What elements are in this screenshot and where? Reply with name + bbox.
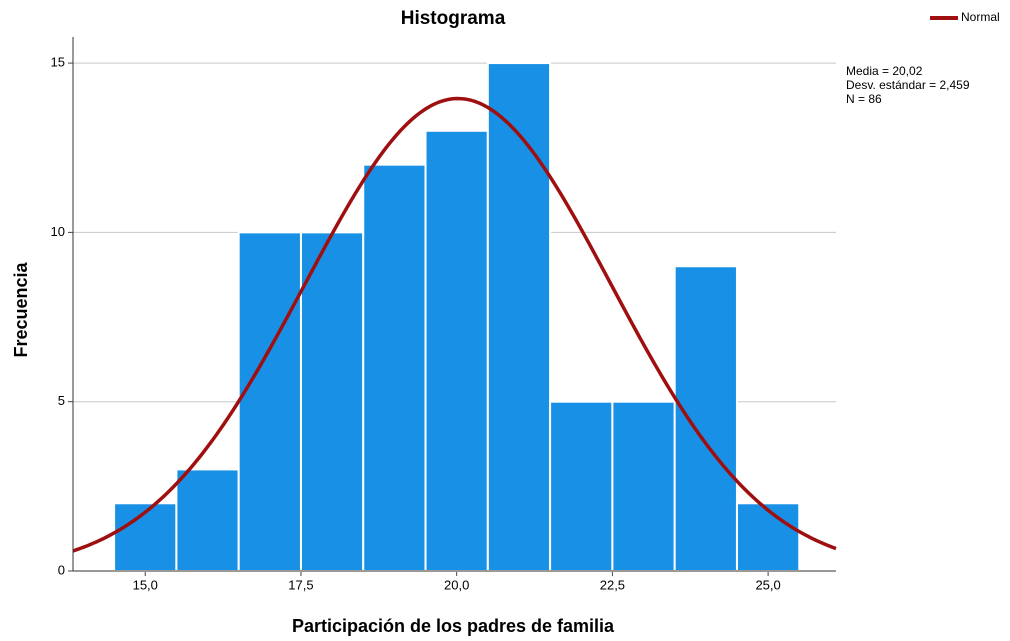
y-tick-label: 10 [51,224,65,239]
x-tick-label: 15,0 [133,577,158,592]
y-axis-label: Frecuencia [11,261,31,357]
bar [735,502,801,573]
y-tick-label: 0 [58,562,65,577]
x-tick-label: 25,0 [755,577,780,592]
bar [175,468,240,572]
bar [299,231,365,572]
x-tick-label: 22,5 [600,577,625,592]
x-tick-label: 17,5 [288,577,313,592]
bar [424,129,489,572]
bar [549,400,614,572]
bar [611,400,676,572]
y-tick-label: 5 [58,393,65,408]
chart-title: Histograma [401,8,506,29]
x-axis-label: Participación de los padres de familia [292,616,615,636]
legend-label: Normal [961,10,1000,24]
stat-label: N = 86 [846,92,882,106]
y-tick-label: 15 [51,55,65,70]
stat-label: Media = 20,02 [846,64,923,78]
x-tick-label: 20,0 [444,577,469,592]
normal-curve [72,96,837,553]
bar [673,265,738,572]
bar [237,231,302,572]
stat-label: Desv. estándar = 2,459 [846,78,970,92]
bar [362,163,427,572]
bar [486,62,552,573]
